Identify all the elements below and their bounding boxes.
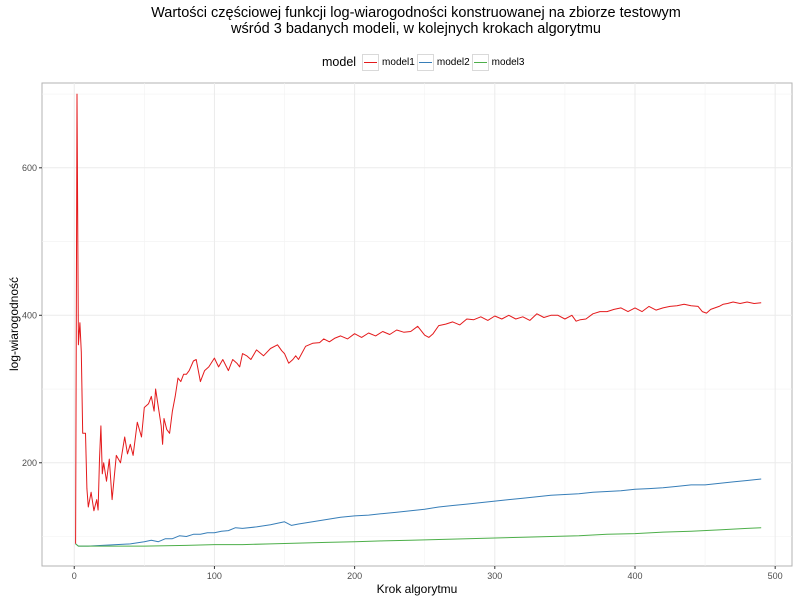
- chart-title-line2: wśród 3 badanych modeli, w kolejnych kro…: [231, 21, 601, 37]
- x-tick-label: 0: [72, 571, 77, 581]
- plot-panel: [41, 82, 793, 567]
- series-line-model1: [75, 93, 762, 544]
- series-lines: [75, 93, 762, 547]
- legend-title: model: [322, 55, 357, 69]
- legend-label-model1: model1: [382, 56, 415, 68]
- x-tick-label: 400: [627, 571, 642, 581]
- legend-item-model3: model3: [471, 53, 525, 71]
- legend-swatch-model3: [473, 61, 487, 63]
- y-axis-title: log-wiarogodność: [7, 277, 21, 371]
- x-tick-label: 500: [768, 571, 783, 581]
- y-tick-label: 200: [22, 458, 37, 468]
- series-line-model2: [75, 478, 762, 547]
- axis-ticks: 0 100 200 300 400 500 200 400 600: [22, 163, 783, 581]
- legend-swatch-model1: [364, 61, 378, 63]
- legend-key-model2: [416, 53, 434, 71]
- legend-item-model2: model2: [416, 53, 470, 71]
- y-tick-label: 600: [22, 163, 37, 173]
- series-line-model3: [75, 527, 762, 547]
- y-tick-label: 400: [22, 310, 37, 320]
- legend-key-model3: [471, 53, 489, 71]
- x-tick-label: 200: [347, 571, 362, 581]
- legend-swatch-model2: [418, 61, 432, 63]
- grid-lines: [42, 83, 792, 566]
- legend-label-model3: model3: [491, 56, 525, 68]
- x-tick-label: 300: [487, 571, 502, 581]
- chart-title: Wartości częściowej funkcji log-wiarogod…: [0, 5, 800, 37]
- legend: model model1 model2 model3: [322, 52, 526, 72]
- x-axis-title: Krok algorytmu: [377, 582, 458, 596]
- chart-title-line1: Wartości częściowej funkcji log-wiarogod…: [151, 5, 681, 21]
- x-tick-label: 100: [207, 571, 222, 581]
- legend-key-model1: [362, 53, 380, 71]
- legend-item-model1: model1: [362, 53, 415, 71]
- legend-label-model2: model2: [436, 56, 470, 68]
